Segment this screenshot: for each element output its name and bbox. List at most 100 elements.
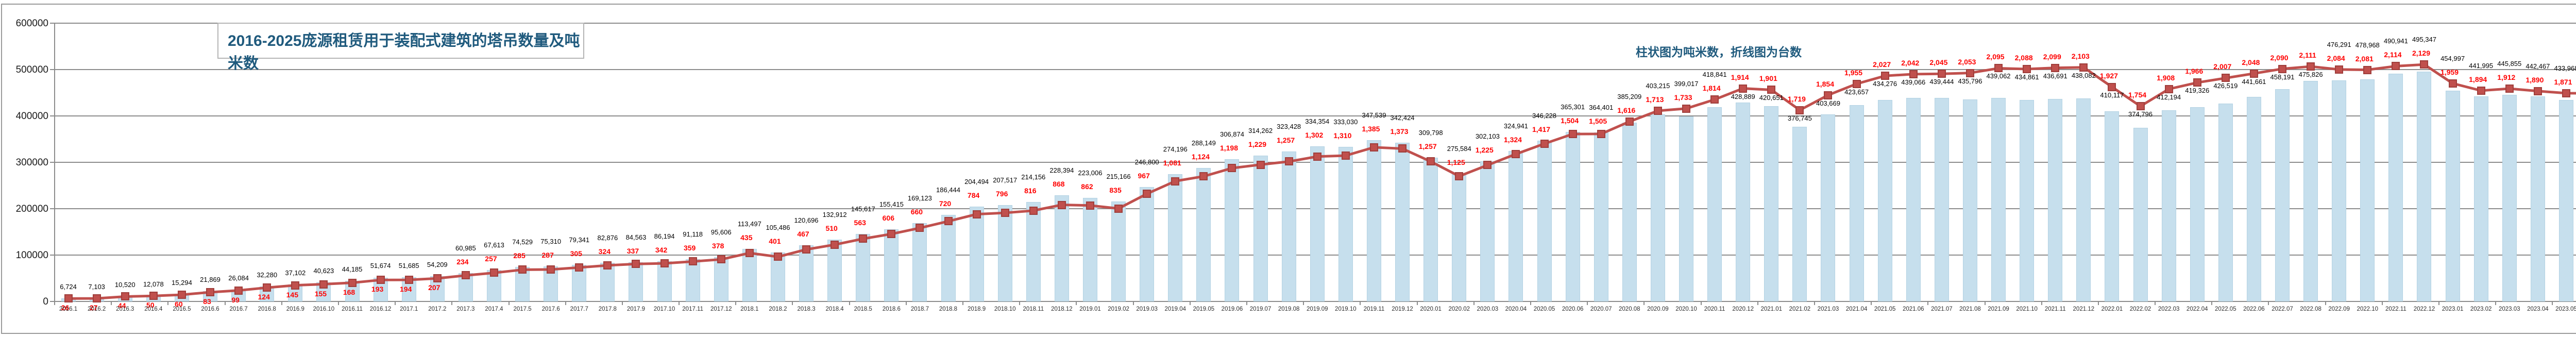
line-marker <box>1880 72 1889 80</box>
line-marker <box>1114 204 1123 213</box>
line-data-label: 1,505 <box>1589 117 1607 126</box>
line-data-label: 2,027 <box>1873 60 1891 69</box>
line-data-label: 99 <box>231 295 240 304</box>
left-axis-tick <box>50 301 54 302</box>
bar-data-label: 423,657 <box>1844 88 1869 96</box>
line-marker <box>1284 157 1293 166</box>
line-data-label: 2,045 <box>1929 58 1948 67</box>
x-axis-tick-label: 2017.8 <box>598 306 617 312</box>
x-axis-tick <box>1643 301 1645 305</box>
line-marker <box>1937 70 1946 78</box>
line-data-label: 1,955 <box>1844 68 1863 77</box>
line-data-label: 378 <box>712 241 724 250</box>
bar-data-label: 418,841 <box>1702 71 1727 79</box>
bar-tonmeter <box>1792 126 1807 301</box>
bar-tonmeter <box>1849 105 1864 301</box>
bar-data-label: 342,424 <box>1390 113 1415 122</box>
bar-data-label: 67,613 <box>484 241 504 249</box>
x-axis-tick <box>2155 301 2156 305</box>
line-marker <box>887 230 896 239</box>
line-marker <box>632 260 640 268</box>
bar-data-label: 246,800 <box>1134 158 1159 166</box>
line-marker <box>404 276 413 284</box>
line-marker <box>1653 106 1662 115</box>
bar-tonmeter <box>2246 96 2261 301</box>
line-data-label: 305 <box>570 249 582 258</box>
x-axis-tick <box>1530 301 1531 305</box>
line-data-label: 257 <box>485 255 497 263</box>
bar-data-label: 434,861 <box>2014 73 2039 81</box>
x-axis-tick <box>1757 301 1758 305</box>
gridline <box>54 23 2576 24</box>
x-axis-tick <box>2552 301 2553 305</box>
x-axis-tick <box>792 301 793 305</box>
x-axis-tick-label: 2018.7 <box>910 306 929 312</box>
line-data-label: 168 <box>343 288 355 296</box>
bar-data-label: 478,968 <box>2355 41 2380 49</box>
line-data-label: 193 <box>371 285 384 294</box>
x-axis-tick <box>2268 301 2269 305</box>
bar-data-label: 120,696 <box>794 216 819 225</box>
bar-data-label: 439,444 <box>1929 78 1954 86</box>
x-axis-tick-label: 2020.06 <box>1562 306 1584 312</box>
line-data-label: 2,114 <box>2384 50 2402 59</box>
x-axis-tick-label: 2016.8 <box>258 306 276 312</box>
line-data-label: 1,310 <box>1333 131 1352 140</box>
bar-tonmeter <box>2558 100 2573 301</box>
bar-data-label: 44,185 <box>342 265 363 274</box>
line-marker <box>547 265 555 274</box>
bar-tonmeter <box>1906 97 1921 301</box>
bar-tonmeter <box>2445 90 2460 301</box>
line-data-label: 1,198 <box>1219 143 1238 152</box>
line-marker <box>1540 139 1549 148</box>
bar-tonmeter <box>1310 146 1325 301</box>
x-axis-tick-label: 2017.3 <box>456 306 475 312</box>
left-axis-tick <box>50 208 54 209</box>
line-marker <box>1767 86 1776 94</box>
x-axis-tick-label: 2021.12 <box>2073 306 2095 312</box>
bar-tonmeter <box>1338 147 1353 301</box>
left-axis-tick-label: 300000 <box>15 157 48 168</box>
line-marker <box>206 288 215 297</box>
line-data-label: 124 <box>258 293 270 301</box>
line-data-label: 2,042 <box>1901 58 1920 67</box>
bar-data-label: 458,191 <box>2270 73 2295 81</box>
bar-tonmeter <box>1253 156 1268 301</box>
bar-tonmeter <box>1054 195 1069 301</box>
line-data-label: 1,733 <box>1674 93 1692 102</box>
bar-tonmeter <box>1026 202 1041 301</box>
line-marker <box>1795 106 1804 114</box>
line-marker <box>1001 209 1009 217</box>
bar-data-label: 445,855 <box>2497 60 2522 68</box>
bar-data-label: 374,796 <box>2128 110 2153 119</box>
bar-data-label: 26,084 <box>228 274 249 282</box>
bar-tonmeter <box>1622 123 1637 301</box>
bar-data-label: 365,301 <box>1561 103 1585 111</box>
bar-data-label: 207,517 <box>993 176 1018 184</box>
x-axis-tick-label: 2019.11 <box>1363 306 1385 312</box>
bar-tonmeter <box>1480 161 1495 301</box>
x-axis-tick-label: 2020.01 <box>1420 306 1442 312</box>
bar-data-label: 442,467 <box>2526 62 2550 70</box>
line-marker <box>603 261 612 270</box>
x-axis-tick-label: 2022.03 <box>2158 306 2180 312</box>
line-data-label: 563 <box>854 218 866 227</box>
x-axis-tick-label: 2020.11 <box>1704 306 1725 312</box>
line-data-label: 1,871 <box>2554 77 2572 86</box>
bar-data-label: 37,102 <box>285 268 306 277</box>
line-data-label: 155 <box>314 289 327 298</box>
line-data-label: 1,959 <box>2441 68 2459 76</box>
line-marker <box>2307 62 2315 71</box>
bar-data-label: 306,874 <box>1219 130 1244 138</box>
x-axis-tick <box>2041 301 2042 305</box>
bar-tonmeter <box>969 206 984 301</box>
x-axis-tick-label: 2018.1 <box>740 306 759 312</box>
x-axis-tick-label: 2019.08 <box>1278 306 1300 312</box>
bar-data-label: 403,215 <box>1646 81 1670 90</box>
line-data-label: 835 <box>1109 186 1122 195</box>
x-axis-tick-label: 2021.08 <box>1959 306 1981 312</box>
line-data-label: 660 <box>910 207 923 216</box>
x-axis-tick-label: 2018.11 <box>1023 306 1044 312</box>
line-data-label: 2,007 <box>2213 62 2232 71</box>
